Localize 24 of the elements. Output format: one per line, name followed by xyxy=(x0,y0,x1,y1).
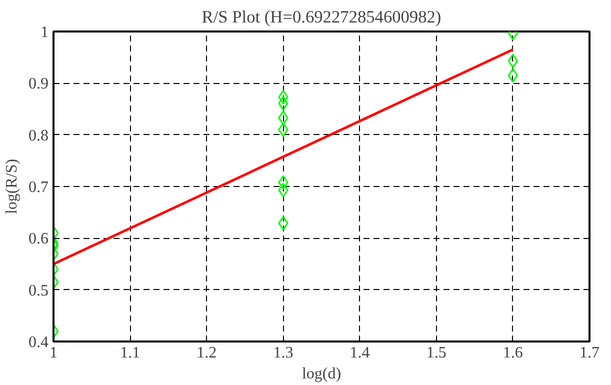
y-tick-label: 1 xyxy=(40,24,48,41)
x-tick-label: 1.7 xyxy=(580,344,600,362)
point xyxy=(278,216,288,230)
chart-title: R/S Plot (H=0.692272854600982) xyxy=(202,8,442,26)
point xyxy=(278,90,288,104)
x-tick-label: 1.1 xyxy=(120,344,140,362)
x-tick-label: 1.4 xyxy=(350,344,370,362)
y-tick-label: 0.6 xyxy=(28,230,48,248)
y-tick-label: 0.4 xyxy=(28,334,48,351)
x-tick-label: 1.5 xyxy=(426,344,446,362)
point xyxy=(278,96,288,111)
x-tick-label: 1.3 xyxy=(273,344,294,362)
point xyxy=(278,110,288,126)
point xyxy=(278,175,288,190)
y-tick-label: 0.8 xyxy=(28,127,48,144)
y-tick-label: 0.7 xyxy=(28,179,48,196)
point xyxy=(278,182,288,198)
y-axis-title: log(R/S) xyxy=(4,158,20,214)
x-axis-title: log(d) xyxy=(302,366,342,382)
x-tick-label: 1.2 xyxy=(196,344,217,362)
point xyxy=(278,122,288,137)
y-tick-label: 0.5 xyxy=(28,282,48,300)
y-tick-label: 0.9 xyxy=(28,76,48,93)
x-tick-label: 1.6 xyxy=(502,344,523,362)
